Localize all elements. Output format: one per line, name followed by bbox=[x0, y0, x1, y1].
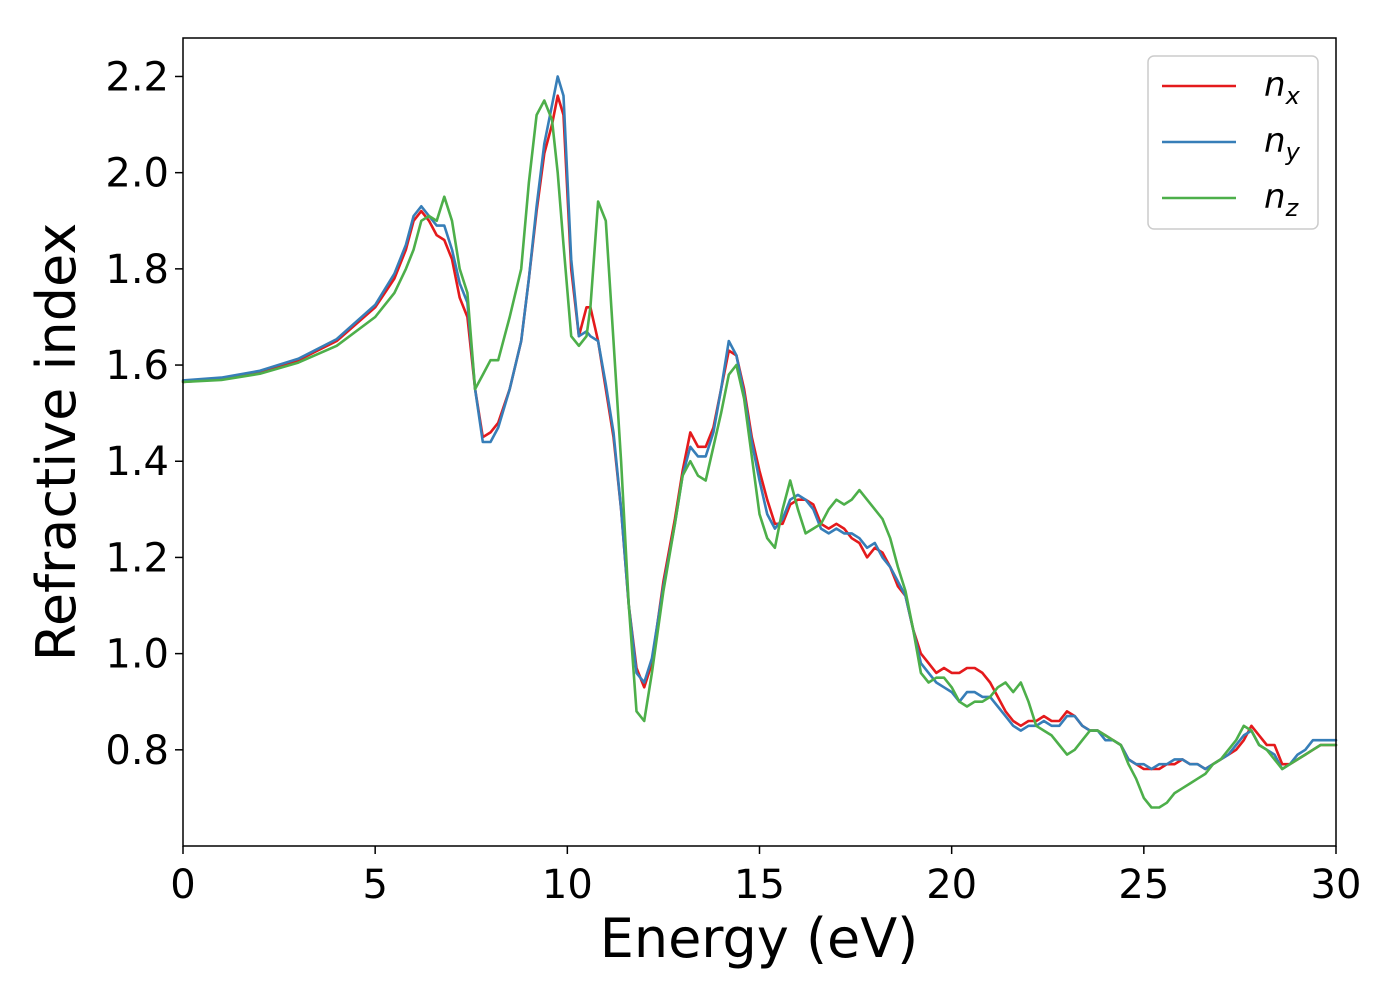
legend-label-x: nx bbox=[1264, 65, 1301, 110]
y-tick-label: 2.2 bbox=[105, 54, 169, 100]
x-tick-label: 30 bbox=[1311, 862, 1362, 908]
series-line-y bbox=[181, 75, 1338, 771]
plot-lines bbox=[181, 75, 1338, 809]
legend-label-y: ny bbox=[1264, 121, 1301, 166]
y-tick-label: 1.4 bbox=[105, 439, 169, 485]
y-tick-label: 1.0 bbox=[105, 632, 169, 678]
legend-label-z: nz bbox=[1264, 177, 1300, 222]
y-axis-title: Refractive index bbox=[25, 223, 88, 662]
y-tick-label: 0.8 bbox=[105, 728, 169, 774]
x-tick-label: 25 bbox=[1118, 862, 1169, 908]
x-tick-label: 0 bbox=[170, 862, 195, 908]
x-axis-title: Energy (eV) bbox=[600, 907, 919, 970]
x-tick-label: 5 bbox=[362, 862, 387, 908]
x-axis-ticks: 0 5 10 15 20 25 30 bbox=[170, 846, 1361, 908]
y-tick-label: 2.0 bbox=[105, 151, 169, 197]
legend: nx ny nz bbox=[1147, 55, 1319, 230]
y-tick-label: 1.6 bbox=[105, 343, 169, 389]
y-tick-label: 1.8 bbox=[105, 247, 169, 293]
y-axis-ticks: 0.8 1.0 1.2 1.4 1.6 1.8 2.0 2.2 bbox=[105, 54, 183, 774]
x-tick-label: 10 bbox=[542, 862, 593, 908]
x-tick-label: 20 bbox=[926, 862, 977, 908]
x-tick-label: 15 bbox=[734, 862, 785, 908]
series-line-z bbox=[181, 99, 1338, 809]
y-tick-label: 1.2 bbox=[105, 535, 169, 581]
